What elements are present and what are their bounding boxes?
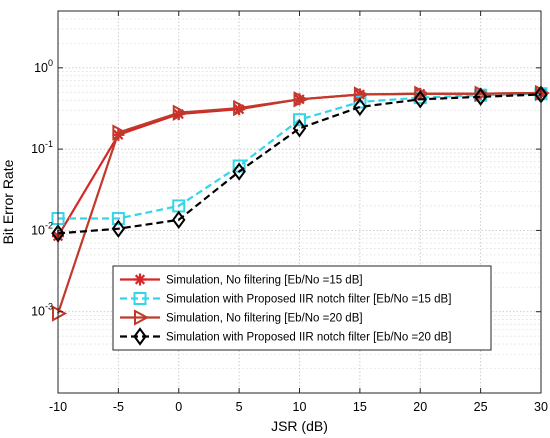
series-4 [51, 85, 548, 243]
legend-box [112, 265, 492, 351]
x-tick-label: 15 [353, 400, 367, 414]
legend-label: Simulation, No filtering [Eb/No =20 dB] [166, 313, 363, 325]
legend-label: Simulation with Proposed IIR notch filte… [166, 332, 451, 344]
x-tick-labels: -10 -5 0 5 10 15 20 25 30 [49, 400, 548, 414]
x-tick-label: 20 [413, 400, 427, 414]
y-tick-label: 10-2 [31, 220, 53, 237]
legend-label: Simulation, No filtering [Eb/No =15 dB] [166, 275, 363, 287]
diamond-marker [413, 90, 427, 109]
y-tick-label: 10-1 [31, 139, 53, 156]
x-tick-label: 25 [474, 400, 488, 414]
x-tick-label: 30 [534, 400, 548, 414]
diamond-marker [292, 119, 307, 138]
asterisk-marker [134, 273, 146, 286]
legend-entry: Simulation with Proposed IIR notch filte… [120, 292, 451, 306]
diamond-marker [111, 219, 126, 238]
x-tick-label: -10 [49, 400, 67, 414]
x-tick-label: 0 [175, 400, 182, 414]
tick-marks [57, 11, 542, 393]
x-tick-label: 10 [293, 400, 307, 414]
square-marker [293, 113, 306, 127]
y-tick-label: 10-3 [31, 302, 53, 319]
y-axis-title: Bit Error Rate [0, 159, 16, 244]
triangle-marker [112, 124, 128, 141]
series-line [56, 91, 542, 314]
diamond-marker [353, 97, 367, 117]
diamond-marker [133, 327, 147, 346]
legend: Simulation, No filtering [Eb/No =15 dB] S… [112, 265, 492, 351]
x-tick-label: 5 [236, 400, 243, 414]
legend-entry: Simulation, No filtering [Eb/No =15 dB] [120, 273, 363, 287]
legend-entry: Simulation with Proposed IIR notch filte… [120, 327, 451, 346]
triangle-marker [353, 86, 369, 103]
y-tick-label: 100 [34, 58, 53, 75]
x-tick-label: -5 [113, 400, 124, 414]
triangle-marker [414, 85, 430, 102]
series-3 [52, 84, 550, 322]
legend-entry: Simulation, No filtering [Eb/No =20 dB] [120, 309, 363, 326]
diamond-marker [473, 87, 488, 106]
triangle-marker [233, 99, 249, 117]
x-axis-title: JSR (dB) [271, 418, 328, 434]
diamond-marker [232, 162, 246, 181]
y-tick-labels: 10-3 10-2 10-1 100 [31, 58, 53, 319]
diamond-marker [172, 210, 186, 230]
triangle-marker [52, 305, 68, 322]
square-marker [133, 292, 147, 305]
series-line [57, 93, 542, 235]
triangle-marker [172, 104, 188, 121]
triangle-marker [293, 91, 309, 108]
square-marker [111, 212, 125, 226]
legend-label: Simulation with Proposed IIR notch filte… [166, 294, 451, 306]
triangle-marker [134, 309, 150, 326]
